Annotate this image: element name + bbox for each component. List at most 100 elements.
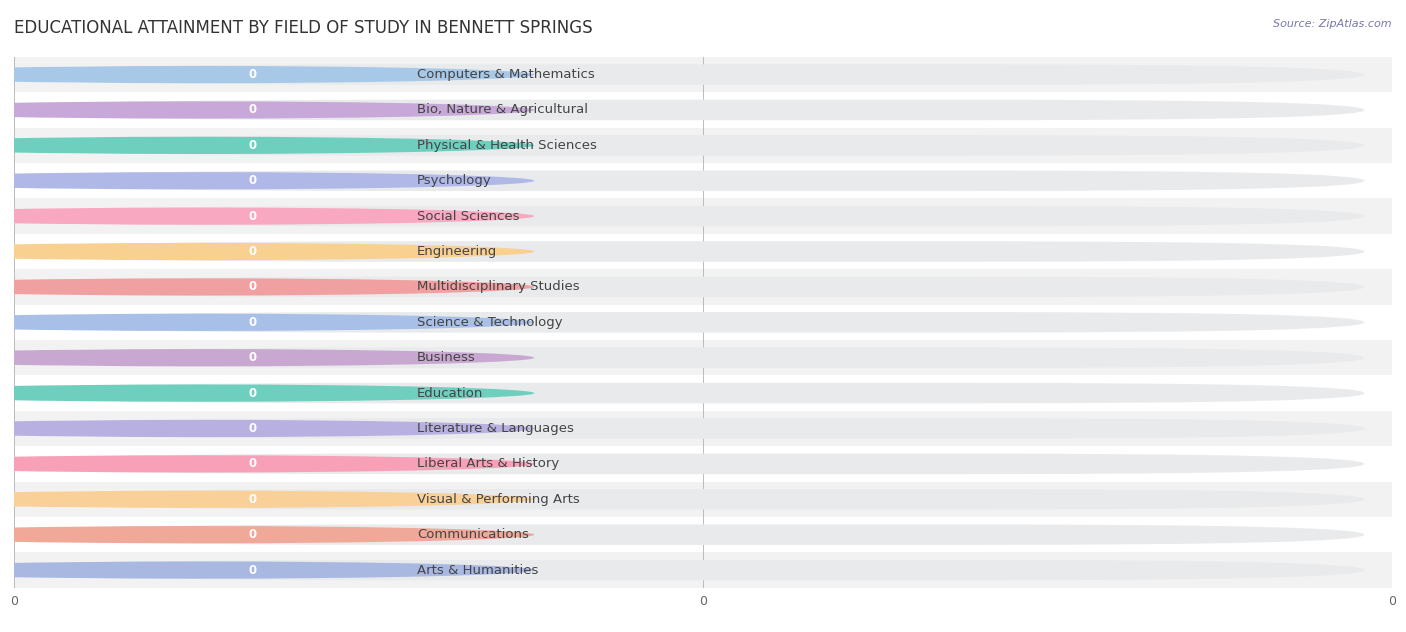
FancyBboxPatch shape [231, 138, 274, 153]
FancyBboxPatch shape [231, 315, 274, 330]
FancyBboxPatch shape [14, 489, 1364, 509]
FancyBboxPatch shape [18, 526, 235, 543]
FancyBboxPatch shape [231, 209, 274, 224]
FancyBboxPatch shape [14, 171, 1364, 191]
FancyBboxPatch shape [231, 350, 274, 365]
Text: 0: 0 [249, 528, 256, 541]
FancyBboxPatch shape [14, 100, 1364, 120]
Text: 0: 0 [249, 245, 256, 258]
Circle shape [0, 490, 534, 508]
Text: 0: 0 [249, 174, 256, 187]
FancyBboxPatch shape [18, 208, 235, 224]
FancyBboxPatch shape [18, 243, 235, 260]
Bar [14, 305, 1392, 340]
Text: 0: 0 [249, 68, 256, 81]
Text: Business: Business [416, 351, 475, 364]
FancyBboxPatch shape [231, 562, 274, 578]
Text: Physical & Health Sciences: Physical & Health Sciences [416, 139, 596, 152]
Bar [14, 517, 1392, 552]
FancyBboxPatch shape [18, 349, 235, 366]
Text: Visual & Performing Arts: Visual & Performing Arts [416, 493, 579, 506]
Text: 0: 0 [249, 281, 256, 293]
Text: Computers & Mathematics: Computers & Mathematics [416, 68, 595, 81]
FancyBboxPatch shape [231, 386, 274, 401]
FancyBboxPatch shape [18, 385, 235, 401]
Bar [14, 446, 1392, 482]
Text: 0: 0 [249, 387, 256, 399]
FancyBboxPatch shape [231, 102, 274, 118]
FancyBboxPatch shape [231, 173, 274, 188]
FancyBboxPatch shape [18, 137, 235, 154]
Bar [14, 482, 1392, 517]
Circle shape [0, 207, 534, 225]
Text: Literature & Languages: Literature & Languages [416, 422, 574, 435]
FancyBboxPatch shape [18, 562, 235, 578]
FancyBboxPatch shape [14, 312, 1364, 332]
Circle shape [0, 278, 534, 296]
Text: 0: 0 [249, 210, 256, 222]
FancyBboxPatch shape [14, 383, 1364, 403]
FancyBboxPatch shape [231, 244, 274, 259]
FancyBboxPatch shape [14, 64, 1364, 85]
Text: Psychology: Psychology [416, 174, 492, 187]
Circle shape [0, 137, 534, 154]
FancyBboxPatch shape [18, 279, 235, 295]
Bar [14, 552, 1392, 588]
Text: Arts & Humanities: Arts & Humanities [416, 564, 538, 576]
Text: Social Sciences: Social Sciences [416, 210, 519, 222]
Bar [14, 128, 1392, 163]
Text: EDUCATIONAL ATTAINMENT BY FIELD OF STUDY IN BENNETT SPRINGS: EDUCATIONAL ATTAINMENT BY FIELD OF STUDY… [14, 19, 593, 37]
FancyBboxPatch shape [14, 560, 1364, 580]
FancyBboxPatch shape [18, 314, 235, 331]
Circle shape [0, 313, 534, 331]
Text: Source: ZipAtlas.com: Source: ZipAtlas.com [1274, 19, 1392, 29]
FancyBboxPatch shape [14, 348, 1364, 368]
Text: Communications: Communications [416, 528, 529, 541]
Circle shape [0, 66, 534, 83]
Text: Science & Technology: Science & Technology [416, 316, 562, 329]
Text: Engineering: Engineering [416, 245, 498, 258]
FancyBboxPatch shape [18, 66, 235, 83]
FancyBboxPatch shape [18, 491, 235, 507]
FancyBboxPatch shape [14, 206, 1364, 226]
FancyBboxPatch shape [18, 420, 235, 437]
Circle shape [0, 101, 534, 119]
Circle shape [0, 526, 534, 544]
Bar [14, 234, 1392, 269]
Circle shape [0, 561, 534, 579]
Text: 0: 0 [249, 351, 256, 364]
FancyBboxPatch shape [14, 241, 1364, 262]
Text: 0: 0 [249, 139, 256, 152]
Circle shape [0, 455, 534, 473]
Bar [14, 411, 1392, 446]
Text: 0: 0 [249, 104, 256, 116]
FancyBboxPatch shape [14, 525, 1364, 545]
FancyBboxPatch shape [231, 67, 274, 82]
Circle shape [0, 384, 534, 402]
FancyBboxPatch shape [14, 277, 1364, 297]
FancyBboxPatch shape [18, 102, 235, 118]
FancyBboxPatch shape [18, 456, 235, 472]
FancyBboxPatch shape [231, 492, 274, 507]
FancyBboxPatch shape [231, 527, 274, 542]
FancyBboxPatch shape [14, 135, 1364, 155]
Circle shape [0, 243, 534, 260]
FancyBboxPatch shape [231, 456, 274, 471]
Text: 0: 0 [249, 422, 256, 435]
Text: Bio, Nature & Agricultural: Bio, Nature & Agricultural [416, 104, 588, 116]
Bar [14, 269, 1392, 305]
Bar [14, 92, 1392, 128]
FancyBboxPatch shape [14, 418, 1364, 439]
Text: Multidisciplinary Studies: Multidisciplinary Studies [416, 281, 579, 293]
Bar [14, 163, 1392, 198]
FancyBboxPatch shape [231, 421, 274, 436]
FancyBboxPatch shape [18, 173, 235, 189]
Bar [14, 198, 1392, 234]
FancyBboxPatch shape [231, 279, 274, 295]
Text: Education: Education [416, 387, 484, 399]
Text: 0: 0 [249, 316, 256, 329]
Circle shape [0, 349, 534, 367]
FancyBboxPatch shape [14, 454, 1364, 474]
Text: 0: 0 [249, 458, 256, 470]
Bar [14, 375, 1392, 411]
